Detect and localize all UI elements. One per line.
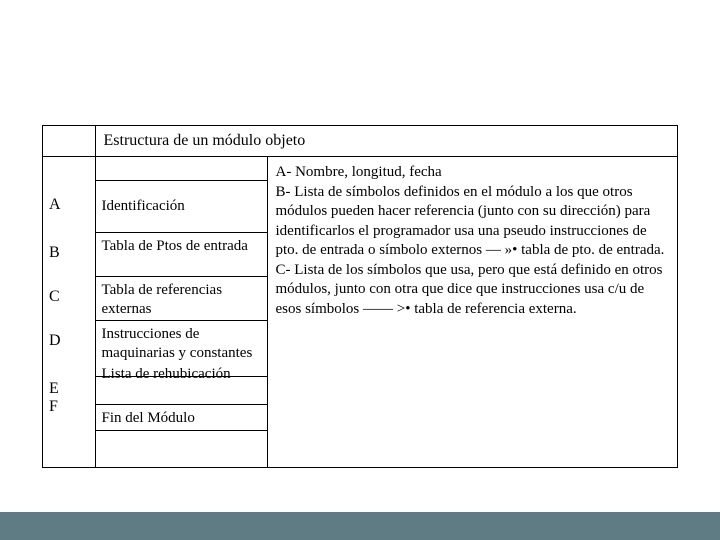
title-row: Estructura de un módulo objeto <box>43 126 677 157</box>
letters-column: A B C D E F <box>43 157 95 467</box>
section-tabla-ref: Tabla de referencias externas <box>96 277 267 321</box>
letter-c: C <box>49 287 60 306</box>
section-identificacion: Identificación <box>96 181 267 233</box>
table-title: Estructura de un módulo objeto <box>95 126 677 157</box>
slide: Estructura de un módulo objeto A B C D E… <box>0 0 720 540</box>
description-column: A- Nombre, longitud, fecha B- Lista de s… <box>267 157 677 467</box>
bottom-accent-bar <box>0 512 720 540</box>
letter-b: B <box>49 243 60 262</box>
sections-column: Identificación Tabla de Ptos de entrada … <box>95 157 267 467</box>
section-fin-modulo: Fin del Módulo <box>96 405 267 431</box>
letter-d: D <box>49 331 61 350</box>
middle-bottom-gap <box>96 431 267 455</box>
letter-e: E <box>49 379 59 398</box>
description-text: A- Nombre, longitud, fecha B- Lista de s… <box>276 163 670 319</box>
letter-f: F <box>49 397 58 416</box>
module-structure-table: Estructura de un módulo objeto A B C D E… <box>42 125 678 468</box>
content-row: A B C D E F Identificación Tabla de Ptos… <box>43 157 677 467</box>
section-lista-rehubicacion: Lista de rehubicación <box>96 361 267 405</box>
section-tabla-ptos: Tabla de Ptos de entrada <box>96 233 267 277</box>
middle-top-gap <box>96 157 267 181</box>
title-row-left-gap <box>43 126 95 157</box>
letter-a: A <box>49 195 61 214</box>
